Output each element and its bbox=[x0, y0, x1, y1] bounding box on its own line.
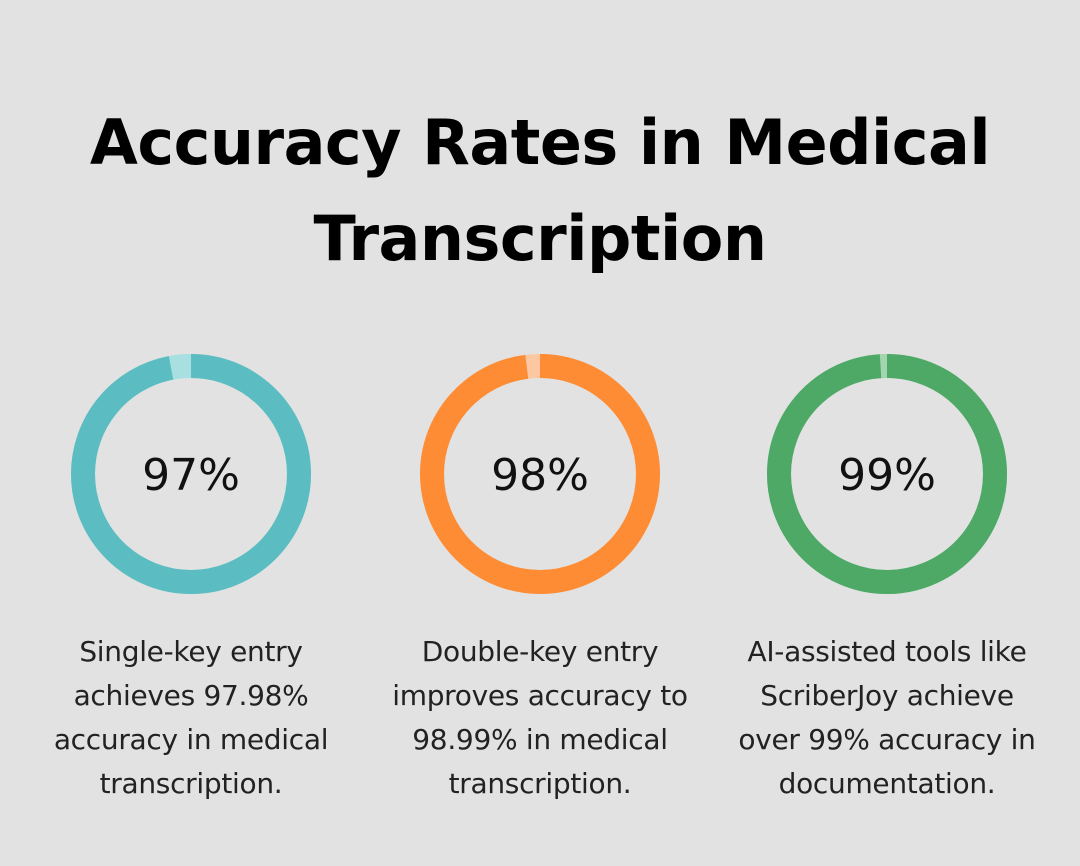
chart-title: Accuracy Rates in Medical Transcription bbox=[40, 95, 1040, 287]
donut-label-single-key: 97% bbox=[142, 450, 240, 501]
chart-title-line-2: Transcription bbox=[313, 202, 767, 275]
stat-card-single-key: 97% Single-key entry achieves 97.98% acc… bbox=[26, 352, 356, 806]
donut-chart-double-key: 98% bbox=[420, 354, 660, 594]
donut-arc-double-key bbox=[420, 354, 660, 594]
donut-label-double-key: 98% bbox=[491, 450, 589, 501]
description-double-key: Double-key entry improves accuracy to 98… bbox=[375, 630, 705, 806]
donut-arc-single-key bbox=[71, 354, 311, 594]
description-line: accuracy in medical bbox=[53, 723, 329, 756]
description-line: AI-assisted tools like bbox=[747, 635, 1027, 668]
description-line: Double-key entry bbox=[421, 635, 659, 668]
description-line: documentation. bbox=[778, 767, 996, 800]
donut-chart-single-key: 97% bbox=[71, 354, 311, 594]
description-line: transcription. bbox=[99, 767, 283, 800]
description-line: ScriberJoy achieve bbox=[760, 679, 1014, 712]
description-line: transcription. bbox=[448, 767, 632, 800]
description-line: over 99% accuracy in bbox=[738, 723, 1036, 756]
donut-chart-ai-assisted: 99% bbox=[767, 354, 1007, 594]
description-line: Single-key entry bbox=[79, 635, 303, 668]
donut-label-ai-assisted: 99% bbox=[838, 450, 936, 501]
description-line: improves accuracy to bbox=[392, 679, 688, 712]
description-ai-assisted: AI-assisted tools like ScriberJoy achiev… bbox=[722, 630, 1052, 806]
stat-card-ai-assisted: 99% AI-assisted tools like ScriberJoy ac… bbox=[722, 352, 1052, 806]
chart-title-line-1: Accuracy Rates in Medical bbox=[89, 106, 991, 179]
stat-card-double-key: 98% Double-key entry improves accuracy t… bbox=[375, 352, 705, 806]
description-single-key: Single-key entry achieves 97.98% accurac… bbox=[26, 630, 356, 806]
donut-arc-ai-assisted bbox=[767, 354, 1007, 594]
description-line: achieves 97.98% bbox=[73, 679, 309, 712]
description-line: 98.99% in medical bbox=[412, 723, 668, 756]
